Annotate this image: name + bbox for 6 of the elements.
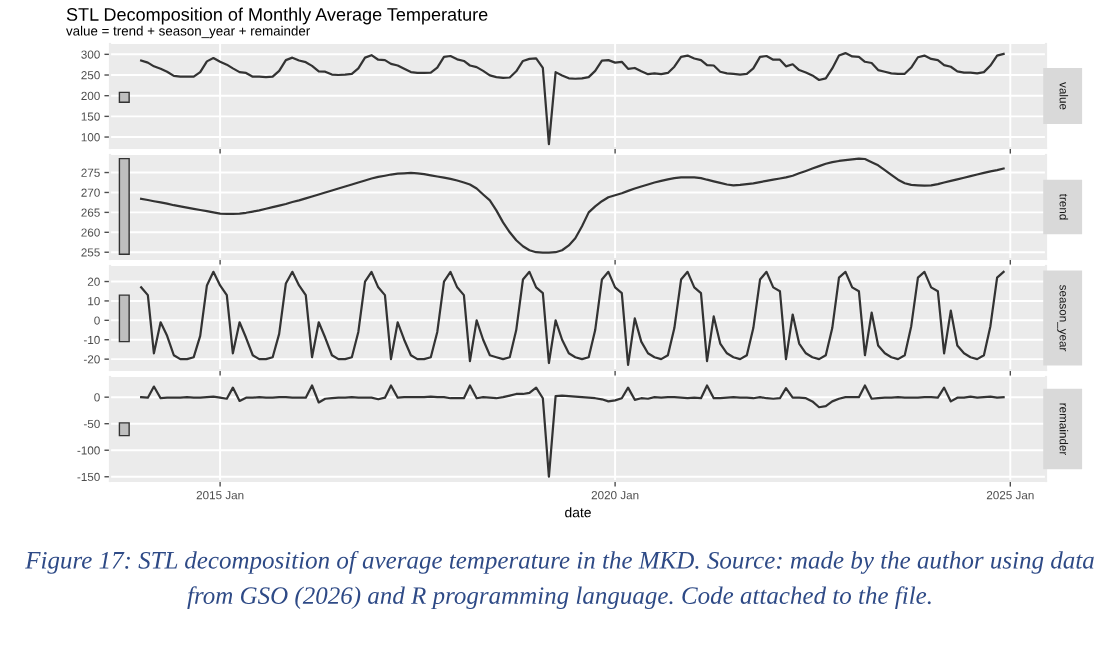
chart-title: STL Decomposition of Monthly Average Temperature	[66, 7, 488, 25]
line-series	[140, 51, 1005, 146]
line-series	[140, 384, 1005, 478]
line-series	[140, 270, 1005, 367]
caption: Figure 17: STL decomposition of average temperature in the MKD. Source: made by the author using data from GSO (2026) and R programming language. Code attached to the file.	[25, 550, 1094, 610]
line-series	[140, 157, 1005, 254]
